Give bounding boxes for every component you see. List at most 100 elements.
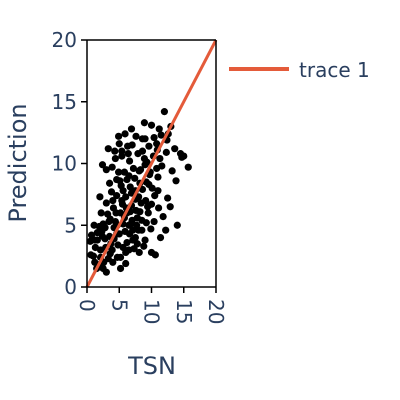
scatter-point [126,183,134,191]
scatter-point [156,234,165,242]
scatter-point [111,147,119,155]
y-axis-title: Prediction [4,103,32,222]
scatter-point [132,132,140,140]
scatter-point [121,227,129,236]
scatter-point [138,135,147,143]
y-tick-label: 15 [52,90,77,114]
scatter-point [113,253,121,261]
scatter-point [127,125,136,133]
legend-label-trace-1: trace 1 [299,58,370,82]
x-tick-label: 10 [140,299,164,324]
scatter-point [93,229,101,237]
scatter-point [184,163,192,171]
scatter-point [162,226,170,234]
scatter-point [155,125,163,133]
scatter-point [104,254,112,263]
scatter-point [108,246,116,254]
scatter-points [86,108,192,276]
scatter-point [102,166,110,174]
x-tick-label: 20 [204,299,228,324]
scatter-point [118,152,126,160]
y-tick-label: 20 [52,28,77,52]
scatter-point [98,161,107,169]
y-tick-label: 0 [64,275,77,299]
scatter-point [115,140,123,148]
scatter-point [168,167,176,175]
scatter-point [132,206,140,215]
scatter-point [151,192,159,200]
scatter-point [151,251,159,259]
scatter-point [118,196,126,205]
scatter-point [125,172,133,180]
scatter-point [111,154,119,163]
scatter-point [129,226,137,234]
scatter-point [104,210,112,218]
scatter-point [118,147,126,155]
scatter-point [145,142,153,150]
scatter-point [122,248,130,257]
scatter-point [95,222,103,231]
scatter-point [127,220,135,228]
scatter-point [142,178,150,186]
scatter-point [135,248,143,257]
scatter-point [140,154,149,163]
scatter-point [122,259,130,268]
scatter-point [142,196,150,205]
scatter-point [116,264,125,273]
scatter-point [131,174,139,182]
scatter-point [160,108,168,116]
scatter-point [105,179,114,187]
legend[interactable]: trace 1 [229,58,370,82]
scatter-point [108,163,116,171]
scatter-point [97,209,105,217]
scatter-point [171,145,179,153]
scatter-point [115,168,123,176]
scatter-point [124,142,132,150]
scatter-point [153,140,161,148]
scatter-point [113,192,121,200]
scatter-point [154,204,163,212]
scatter-point [147,121,156,129]
scatter-point [157,131,165,139]
scatter-point [96,246,105,254]
scatter-point [138,147,147,155]
scatter-point [140,242,148,250]
scatter-point [154,173,162,181]
plot-area [85,39,218,288]
scatter-point [124,150,132,158]
scatter-point [135,167,143,175]
scatter-point [113,175,121,184]
scatter-point [172,177,180,185]
x-tick-label: 0 [75,299,99,312]
scatter-point [96,193,104,201]
scatter-point [164,194,172,202]
scatter-point [135,193,143,201]
scatter-point [114,241,122,249]
scatter-point [150,133,158,142]
scatter-point [127,189,136,197]
scatter-point [98,232,107,240]
scatter-point [102,199,110,207]
x-tick-label: 5 [107,299,131,312]
scatter-point [115,132,123,140]
scatter-point [125,157,134,165]
scatter-point [87,231,96,239]
scatter-point [140,119,149,127]
scatter-point [121,130,129,138]
y-tick-label: 5 [64,213,77,237]
x-axis-title: TSN [127,352,176,380]
scatter-point [142,219,150,227]
scatter-point [123,238,131,247]
x-axis-ticks: 0 5 10 15 20 [75,287,228,324]
scatter-point [133,221,141,229]
scatter-point [119,187,127,195]
scatter-point [129,164,138,173]
scatter-point [166,203,174,211]
scatter-point [86,237,94,245]
scatter-point [150,217,158,226]
scatter-point [162,148,170,156]
scatter-point [112,209,120,217]
scatter-point [156,154,164,163]
scatter-point [141,236,149,244]
